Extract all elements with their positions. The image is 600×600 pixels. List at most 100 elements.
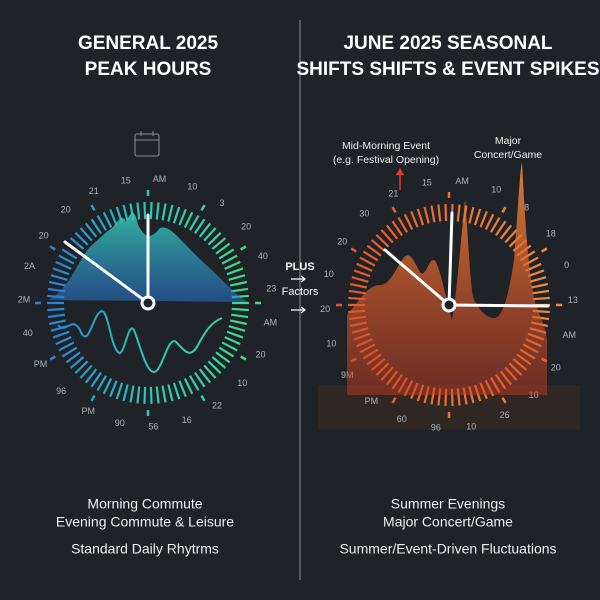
dial-major-tick <box>391 397 397 404</box>
dial-label: 20 <box>255 350 265 360</box>
dial-major-tick <box>391 206 397 213</box>
dial-tick <box>161 203 167 221</box>
dial-tick <box>484 213 495 230</box>
dial-tick <box>122 384 129 402</box>
dial-tick <box>410 210 419 228</box>
dial-label: 21 <box>89 186 99 196</box>
dial-label: 0 <box>564 260 569 270</box>
annotation: Mid-Morning Event <box>342 140 430 152</box>
dial-label: 8 <box>524 203 529 213</box>
dial-tick <box>102 211 113 228</box>
dial-tick <box>385 224 399 240</box>
dial-major-tick <box>49 355 56 361</box>
dial-tick <box>96 214 107 231</box>
caption: Evening Commute & Leisure <box>56 514 234 530</box>
dial-tick <box>52 330 70 339</box>
dial-tick <box>172 382 181 400</box>
dial-label: 20 <box>551 362 561 372</box>
dial-tick <box>136 202 141 220</box>
dial-tick <box>532 289 550 295</box>
dial-tick <box>109 380 118 398</box>
dial-tick <box>228 325 246 332</box>
dial-tick <box>65 351 81 364</box>
dial-tick <box>161 385 167 403</box>
dial-tick <box>90 218 102 234</box>
dial-label: 10 <box>326 339 336 349</box>
dial-label: 30 <box>359 209 369 219</box>
right-title: JUNE 2025 SEASONAL <box>343 33 552 54</box>
dial-label: 22 <box>212 400 222 410</box>
dial-tick <box>58 341 75 352</box>
dial-tick <box>122 204 129 222</box>
dial-tick <box>356 262 373 272</box>
dial-label: 2A <box>24 261 35 271</box>
dial-tick <box>136 386 141 404</box>
dial-tick <box>403 213 414 230</box>
dial-tick <box>183 378 194 395</box>
dial-tick <box>351 276 369 283</box>
dial-tick <box>215 351 231 364</box>
dial-major-tick <box>240 355 247 361</box>
dial-tick <box>194 218 206 234</box>
dial-tick <box>423 206 430 224</box>
dial-label: 21 <box>388 189 398 199</box>
left-title: PEAK HOURS <box>85 59 212 80</box>
dial-label: 56 <box>148 421 158 431</box>
dial-tick <box>155 202 160 220</box>
dial-tick <box>178 380 187 398</box>
dial-label: 60 <box>397 414 407 424</box>
dial-tick <box>203 364 217 379</box>
dial-tick <box>189 214 200 231</box>
dial-tick <box>490 216 501 233</box>
dial-tick <box>47 313 65 319</box>
dial-tick <box>149 202 153 220</box>
dial-tick <box>231 313 249 319</box>
dial-tick <box>96 375 107 392</box>
dial-label: 10 <box>324 269 334 279</box>
dial-tick <box>149 386 153 404</box>
right-hub <box>441 297 457 313</box>
plus-label: PLUS <box>285 261 314 273</box>
dial-tick <box>228 274 246 281</box>
annotation: (e.g. Festival Opening) <box>333 154 439 166</box>
dial-label: 10 <box>529 390 539 400</box>
dial-tick <box>172 206 181 224</box>
dial-tick <box>380 229 394 244</box>
dial-tick <box>479 210 488 228</box>
dial-label: PM <box>34 359 48 369</box>
dial-tick <box>218 346 235 358</box>
dial-tick <box>178 208 187 226</box>
left-hands <box>63 213 150 305</box>
annotation: Concert/Game <box>474 149 542 161</box>
dial-tick <box>207 360 222 374</box>
dial-tick <box>366 244 382 257</box>
dial-major-tick <box>200 395 206 402</box>
dial-tick <box>79 227 93 242</box>
dial-tick <box>183 211 194 228</box>
dial-label: 23 <box>266 284 276 294</box>
dial-tick <box>69 356 85 369</box>
dial-label: 20 <box>337 236 347 246</box>
dial-major-tick <box>200 204 206 211</box>
dial-tick <box>495 220 507 236</box>
dial-tick <box>50 274 68 281</box>
caption: Major Concert/Game <box>383 514 513 530</box>
dial-label: 10 <box>491 185 501 195</box>
dial-tick <box>55 260 72 270</box>
dial-tick <box>198 222 212 238</box>
dial-tick <box>221 254 238 265</box>
dial-tick <box>84 222 98 238</box>
dial-tick <box>129 385 135 403</box>
dial-tick <box>375 234 390 248</box>
dial-tick <box>437 204 442 222</box>
dial-major-tick <box>501 397 507 404</box>
dial-tick <box>74 232 89 246</box>
dial-tick <box>370 239 386 252</box>
dial-major-tick <box>541 247 548 253</box>
dial-label: 96 <box>56 386 66 396</box>
dial-tick <box>194 372 206 388</box>
dial-tick <box>58 254 75 265</box>
dial-label: 13 <box>568 295 578 305</box>
dial-label: AM <box>562 330 576 340</box>
